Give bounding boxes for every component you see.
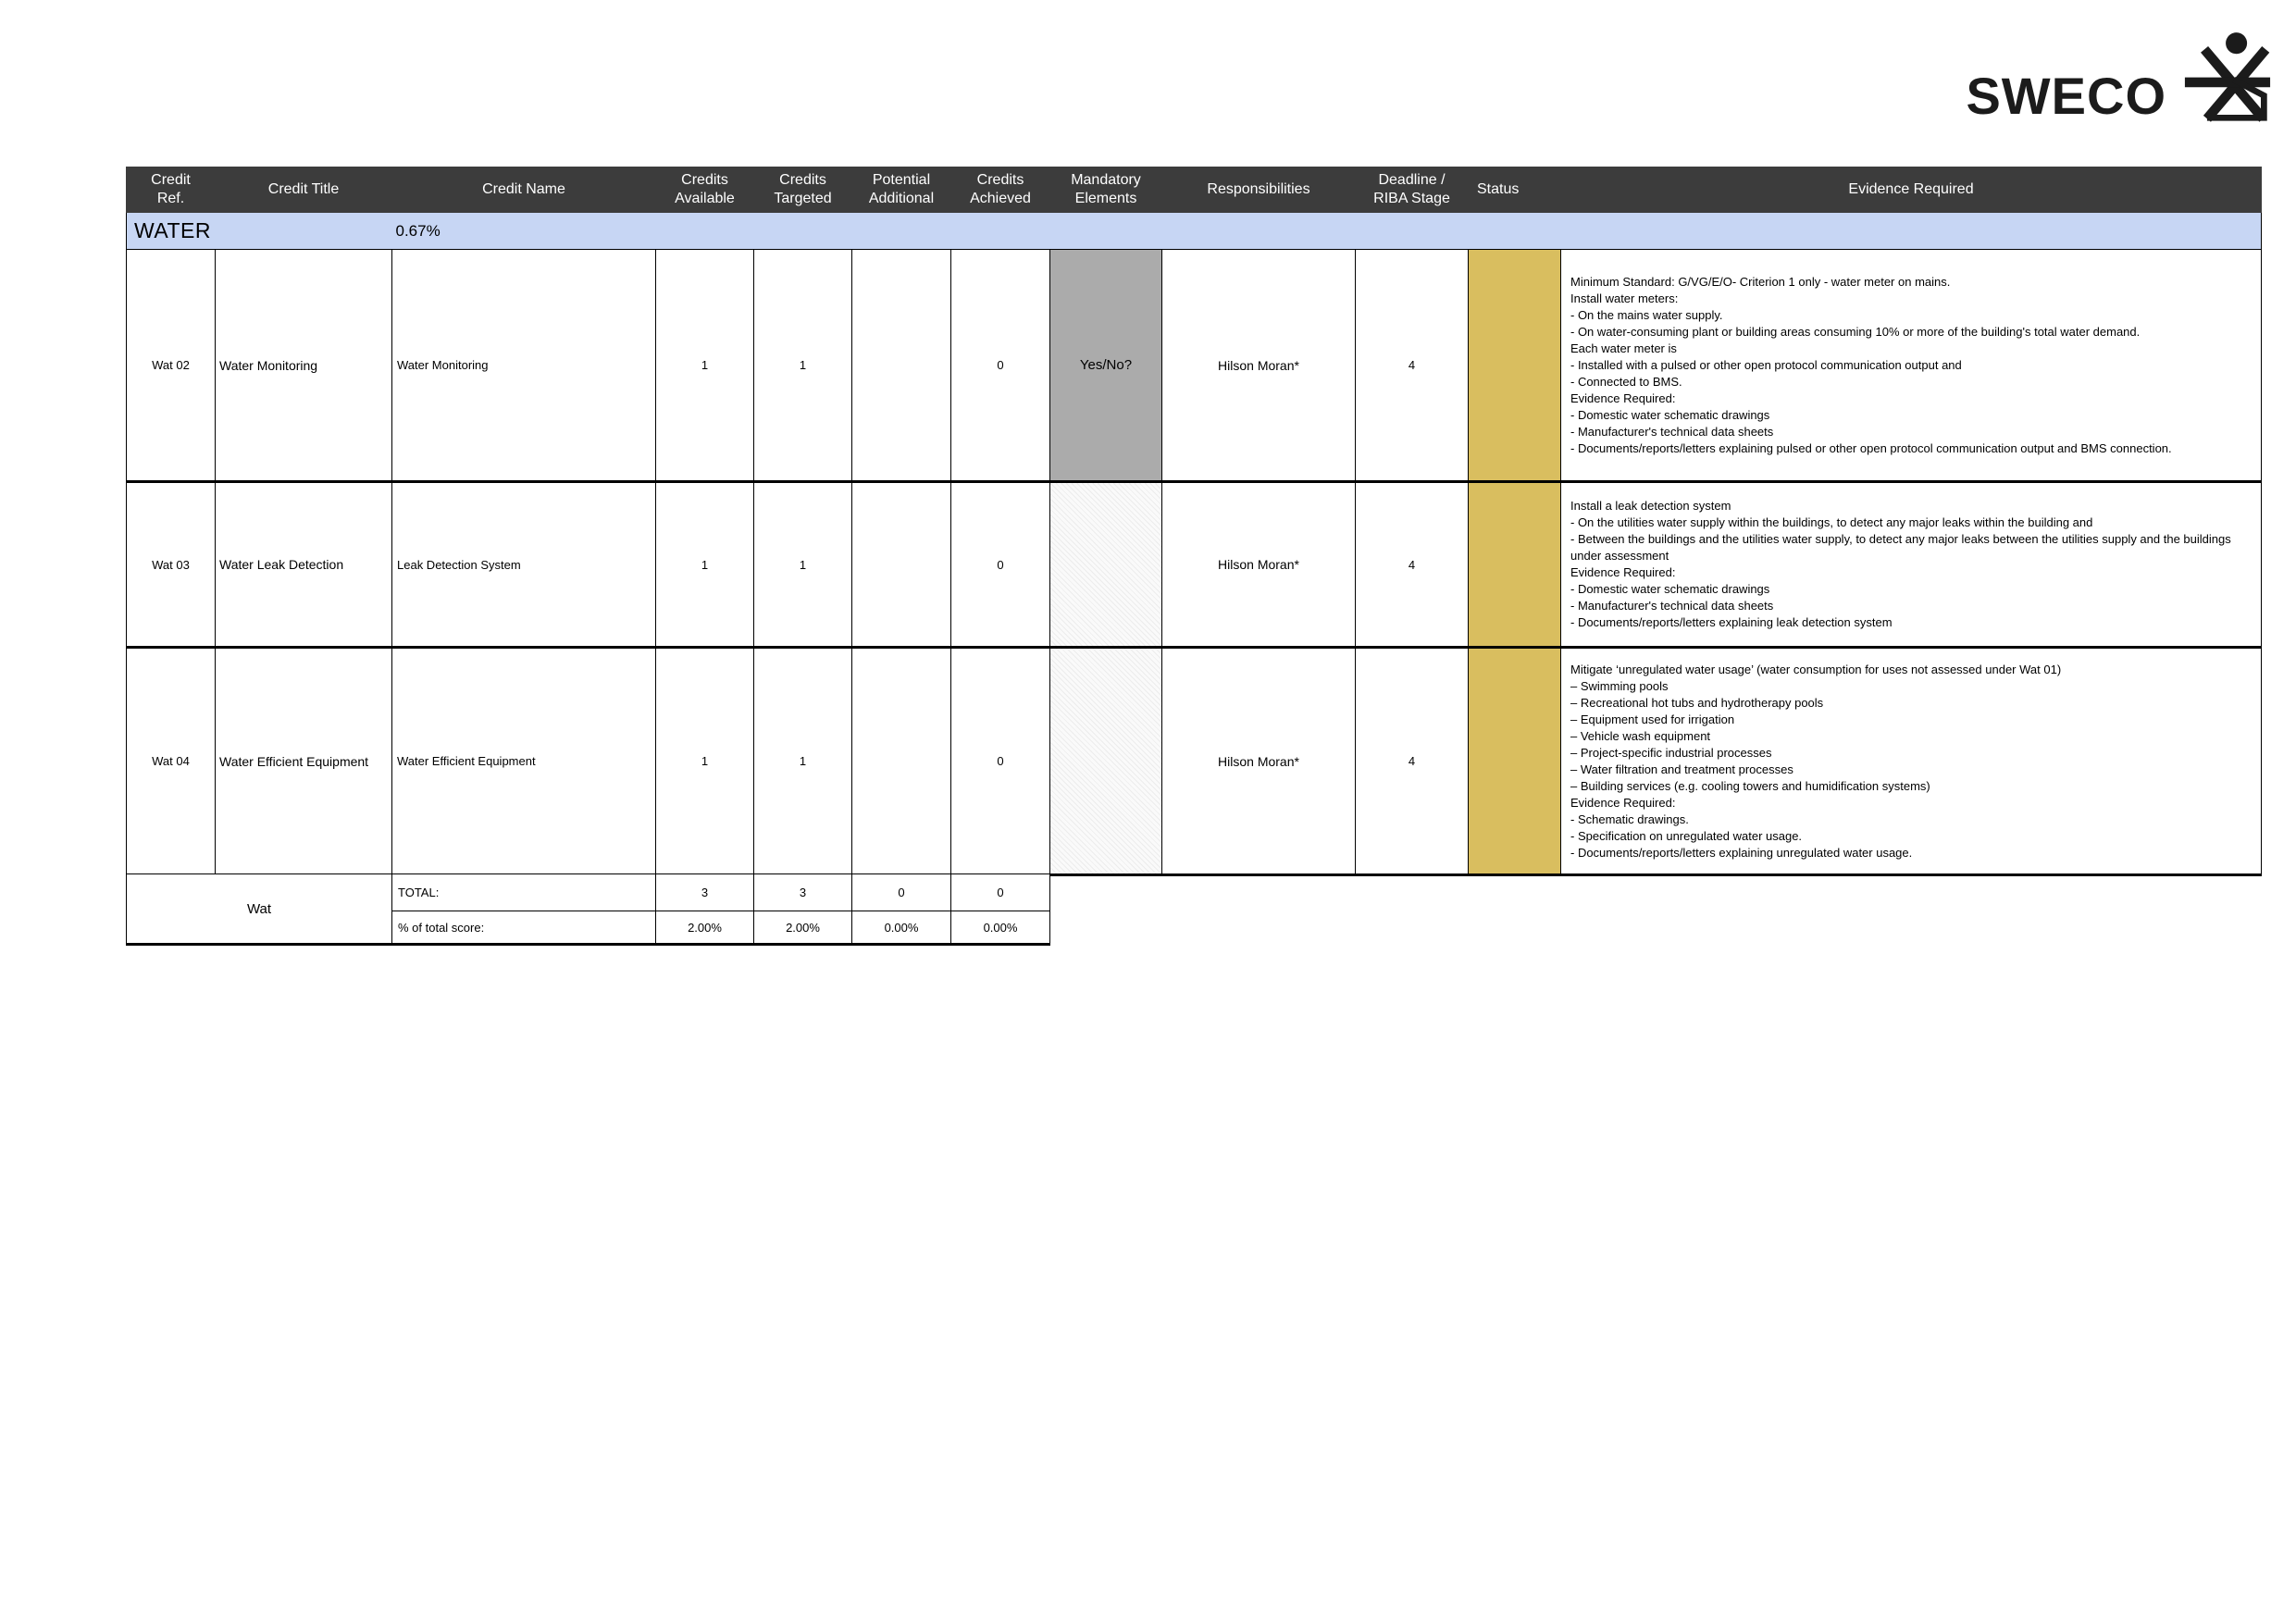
- cell-credits-available: 1: [655, 481, 754, 649]
- col-header-deadline-riba-stage: Deadline / RIBA Stage: [1355, 167, 1469, 213]
- cell-credit-title: Water Leak Detection: [215, 481, 392, 649]
- cell-status: [1468, 481, 1561, 649]
- totals-label: TOTAL:: [391, 873, 656, 911]
- section-row-water: WATER 0.67%: [126, 212, 2262, 250]
- table-row: Wat 04 Water Efficient Equipment Water E…: [126, 647, 2262, 876]
- total-credits-available: 3: [655, 873, 754, 911]
- totals-percent-row: % of total score: 2.00% 2.00% 0.00% 0.00…: [127, 911, 1050, 946]
- cell-credits-targeted: 1: [753, 481, 852, 649]
- col-header-status: Status: [1468, 167, 1561, 213]
- table-row: Wat 03 Water Leak Detection Leak Detecti…: [126, 481, 2262, 649]
- cell-status: [1468, 249, 1561, 483]
- cell-credits-achieved: 0: [950, 481, 1050, 649]
- col-header-credits-available: Credits Available: [655, 167, 754, 213]
- percent-credits-available: 2.00%: [655, 911, 754, 946]
- cell-credits-targeted: 1: [753, 249, 852, 483]
- cell-credit-name: Leak Detection System: [391, 481, 656, 649]
- percent-credits-targeted: 2.00%: [753, 911, 852, 946]
- cell-status: [1468, 647, 1561, 876]
- cell-credit-name: Water Efficient Equipment: [391, 647, 656, 876]
- cell-potential-additional: [851, 249, 951, 483]
- table-row: Wat 02 Water Monitoring Water Monitoring…: [126, 249, 2262, 483]
- col-header-credit-ref: Credit Ref.: [126, 167, 216, 213]
- total-credits-targeted: 3: [753, 873, 852, 911]
- cell-responsibilities: Hilson Moran*: [1161, 249, 1356, 483]
- cell-mandatory-elements: [1049, 481, 1162, 649]
- cell-mandatory-elements: [1049, 647, 1162, 876]
- cell-deadline-riba-stage: 4: [1355, 481, 1469, 649]
- percent-potential-additional: 0.00%: [851, 911, 951, 946]
- percent-of-total-label: % of total score:: [391, 911, 656, 946]
- cell-evidence-required: Install a leak detection system - On the…: [1560, 481, 2262, 649]
- cell-credits-targeted: 1: [753, 647, 852, 876]
- section-row-filler: [655, 212, 2262, 250]
- cell-credits-achieved: 0: [950, 249, 1050, 483]
- sweco-logo: SWECO: [1966, 31, 2272, 130]
- col-header-evidence-required: Evidence Required: [1560, 167, 2262, 213]
- section-title: WATER: [126, 212, 392, 250]
- cell-credit-ref: Wat 02: [126, 249, 216, 483]
- totals-row: Wat TOTAL: 3 3 0 0: [126, 873, 1050, 946]
- cell-credits-available: 1: [655, 249, 754, 483]
- percent-credits-achieved: 0.00%: [950, 911, 1050, 946]
- cell-credit-title: Water Efficient Equipment: [215, 647, 392, 876]
- table-header-row: Credit Ref. Credit Title Credit Name Cre…: [126, 167, 2262, 213]
- water-totals-table: Wat TOTAL: 3 3 0 0 % of total score: 2.0…: [126, 873, 1050, 946]
- cell-credits-available: 1: [655, 647, 754, 876]
- col-header-mandatory-elements: Mandatory Elements: [1049, 167, 1162, 213]
- total-credits-achieved: 0: [950, 873, 1050, 911]
- col-header-credit-title: Credit Title: [215, 167, 392, 213]
- cell-deadline-riba-stage: 4: [1355, 249, 1469, 483]
- cell-evidence-required: Minimum Standard: G/VG/E/O- Criterion 1 …: [1560, 249, 2262, 483]
- cell-credit-ref: Wat 04: [126, 647, 216, 876]
- cell-potential-additional: [851, 647, 951, 876]
- cell-credits-achieved: 0: [950, 647, 1050, 876]
- cell-deadline-riba-stage: 4: [1355, 647, 1469, 876]
- col-header-credit-name: Credit Name: [391, 167, 656, 213]
- sweco-logo-text: SWECO: [1966, 67, 2166, 125]
- col-header-credits-targeted: Credits Targeted: [753, 167, 852, 213]
- cell-credit-name: Water Monitoring: [391, 249, 656, 483]
- totals-group-label: Wat: [126, 873, 392, 946]
- col-header-credits-achieved: Credits Achieved: [950, 167, 1050, 213]
- total-potential-additional: 0: [851, 873, 951, 911]
- water-credits-table: Credit Ref. Credit Title Credit Name Cre…: [126, 167, 2262, 876]
- cell-responsibilities: Hilson Moran*: [1161, 481, 1356, 649]
- cell-potential-additional: [851, 481, 951, 649]
- cell-evidence-required: Mitigate ‘unregulated water usage’ (wate…: [1560, 647, 2262, 876]
- cell-credit-ref: Wat 03: [126, 481, 216, 649]
- col-header-potential-additional: Potential Additional: [851, 167, 951, 213]
- cell-responsibilities: Hilson Moran*: [1161, 647, 1356, 876]
- cell-credit-title: Water Monitoring: [215, 249, 392, 483]
- sweco-figure-icon: [2183, 31, 2272, 130]
- cell-mandatory-elements: Yes/No?: [1049, 249, 1162, 483]
- col-header-responsibilities: Responsibilities: [1161, 167, 1356, 213]
- section-percent: 0.67%: [391, 212, 656, 250]
